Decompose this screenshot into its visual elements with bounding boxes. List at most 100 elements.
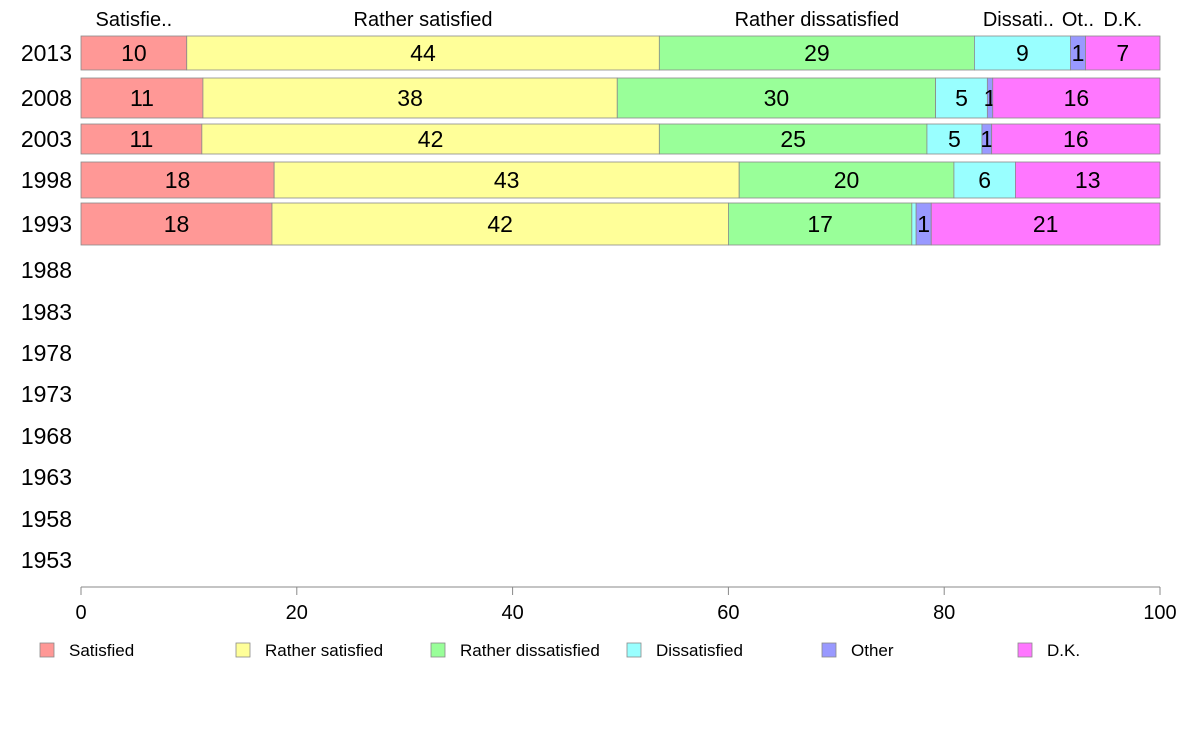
y-tick-label: 2013 <box>21 40 72 66</box>
bar-segment-rather-dissatisfied <box>738 161 955 199</box>
data-label: 16 <box>1063 126 1089 152</box>
data-label: 13 <box>1075 167 1101 193</box>
bar-segment-rather-dissatisfied <box>616 77 936 119</box>
bar-segment-satisfied <box>80 123 203 155</box>
y-tick-label: 1988 <box>21 257 72 283</box>
bar-segment-dissatisfied <box>911 202 917 246</box>
top-series-label: Satisfie.. <box>96 9 173 31</box>
bar-segment-d-k- <box>992 77 1161 119</box>
bar-segment-d-k- <box>1015 161 1161 199</box>
bar-segment-d-k- <box>991 123 1161 155</box>
data-label: 6 <box>978 167 991 193</box>
x-tick-label: 80 <box>933 602 955 624</box>
top-series-label: Rather satisfied <box>354 9 493 31</box>
legend-label: Rather satisfied <box>265 641 383 660</box>
bar-segment-satisfied <box>80 77 204 119</box>
bar-segment-rather-dissatisfied <box>728 202 913 246</box>
data-label: 18 <box>165 167 191 193</box>
data-label: 1 <box>980 126 993 152</box>
bar-segment-rather-dissatisfied <box>658 35 975 71</box>
y-tick-label: 1983 <box>21 299 72 325</box>
bar-segment-satisfied <box>80 161 275 199</box>
legend-swatch <box>1017 642 1033 658</box>
bar-row-2003: 11 42 25 5 1 16 <box>80 123 1161 155</box>
y-tick-label: 1998 <box>21 167 72 193</box>
legend-item: Other <box>821 641 894 660</box>
y-tick-label: 1973 <box>21 381 72 407</box>
bar-segment-dissatisfied <box>953 161 1016 199</box>
y-tick-label: 1993 <box>21 211 72 237</box>
legend-label: Rather dissatisfied <box>460 641 600 660</box>
y-axis-labels: 2013 2008 2003 1998 1993 1988 1983 1978 1973 1968… <box>21 40 72 573</box>
data-label: 7 <box>1116 40 1129 66</box>
legend-label: D.K. <box>1047 641 1080 660</box>
legend-swatch <box>39 642 55 658</box>
y-tick-label: 1963 <box>21 464 72 490</box>
bar-segment-rather-dissatisfied <box>658 123 928 155</box>
data-label: 38 <box>397 85 423 111</box>
bar-segment-satisfied <box>80 202 273 246</box>
y-tick-label: 1978 <box>21 340 72 366</box>
legend-label: Satisfied <box>69 641 134 660</box>
y-tick-label: 2008 <box>21 85 72 111</box>
legend-swatch <box>626 642 642 658</box>
x-tick-label: 100 <box>1143 602 1176 624</box>
bar-segment-rather-satisfied <box>273 161 740 199</box>
bar-segment-satisfied <box>80 35 188 71</box>
data-label: 44 <box>410 40 436 66</box>
legend: Satisfied Rather satisfied Rather dissatis… <box>39 641 1080 660</box>
data-label: 5 <box>948 126 961 152</box>
y-tick-label: 1953 <box>21 547 72 573</box>
bar-segment-dissatisfied <box>926 123 983 155</box>
data-label: 42 <box>487 211 513 237</box>
data-label: 21 <box>1033 211 1059 237</box>
x-axis: 0 20 40 60 80 100 <box>75 586 1177 624</box>
y-tick-label: 2003 <box>21 126 72 152</box>
bar-segment-rather-satisfied <box>202 77 618 119</box>
data-label: 11 <box>129 126 153 152</box>
y-tick-label: 1968 <box>21 423 72 449</box>
y-tick-label: 1958 <box>21 506 72 532</box>
bar-row-2008: 11 38 30 5 1 16 <box>80 77 1161 119</box>
data-label: 10 <box>121 40 147 66</box>
data-label: 16 <box>1064 85 1090 111</box>
top-series-label: Rather dissatisfied <box>735 9 900 31</box>
top-series-label: D.K. <box>1103 9 1142 31</box>
legend-item: Dissatisfied <box>626 641 743 660</box>
data-label: 1 <box>1072 40 1085 66</box>
bar-segment-rather-satisfied <box>201 123 660 155</box>
legend-item: Rather satisfied <box>235 641 383 660</box>
legend-swatch <box>821 642 837 658</box>
data-label: 9 <box>1016 40 1029 66</box>
data-label: 25 <box>780 126 806 152</box>
legend-label: Dissatisfied <box>656 641 743 660</box>
data-label: 30 <box>764 85 790 111</box>
data-label: 20 <box>834 167 860 193</box>
bar-row-1993: 18 42 17 1 21 <box>80 202 1161 246</box>
data-label: 29 <box>804 40 830 66</box>
data-label: 1 <box>917 211 930 237</box>
bar-segment-dissatisfied <box>974 35 1071 71</box>
legend-item: Satisfied <box>39 641 134 660</box>
bar-row-2013: 10 44 29 9 1 7 <box>80 35 1161 71</box>
legend-swatch <box>430 642 446 658</box>
bar-segment-rather-satisfied <box>271 202 729 246</box>
top-series-label: Ot.. <box>1062 9 1094 31</box>
bar-segment-rather-satisfied <box>186 35 660 71</box>
bar-segment-d-k- <box>930 202 1161 246</box>
legend-swatch <box>235 642 251 658</box>
data-label: 42 <box>418 126 444 152</box>
data-label: 43 <box>494 167 520 193</box>
legend-item: D.K. <box>1017 641 1080 660</box>
x-tick-label: 20 <box>286 602 308 624</box>
data-label: 11 <box>130 85 154 111</box>
top-series-labels: Satisfie.. Rather satisfied Rather dissati… <box>96 9 1143 31</box>
data-label: 17 <box>807 211 833 237</box>
top-series-label: Dissati.. <box>983 9 1054 31</box>
x-tick-label: 0 <box>75 602 86 624</box>
x-tick-label: 60 <box>717 602 739 624</box>
legend-item: Rather dissatisfied <box>430 641 600 660</box>
